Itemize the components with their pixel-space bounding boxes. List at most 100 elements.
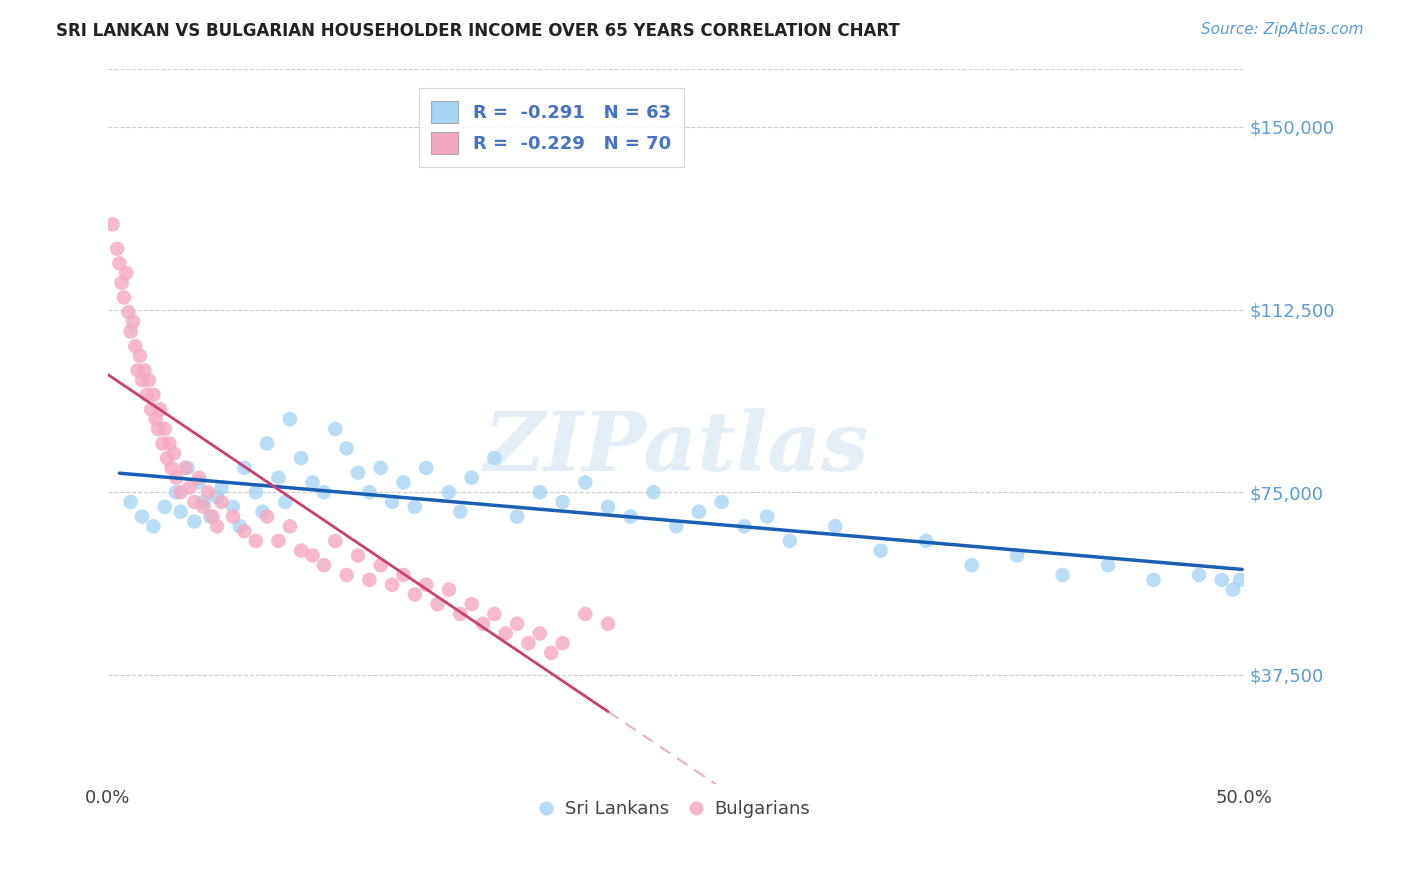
Point [517, 636, 540, 650]
Point [112, 290, 135, 304]
Point [506, 616, 529, 631]
Text: SRI LANKAN VS BULGARIAN HOUSEHOLDER INCOME OVER 65 YEARS CORRELATION CHART: SRI LANKAN VS BULGARIAN HOUSEHOLDER INCO… [56, 22, 900, 40]
Point [506, 509, 529, 524]
Point [122, 315, 145, 329]
Point [426, 597, 449, 611]
Point [183, 515, 205, 529]
Point [170, 485, 193, 500]
Point [756, 509, 779, 524]
Point [127, 363, 149, 377]
Point [323, 533, 346, 548]
Point [596, 616, 619, 631]
Point [252, 505, 274, 519]
Point [134, 363, 156, 377]
Point [472, 616, 495, 631]
Point [142, 388, 165, 402]
Point [336, 442, 359, 456]
Point [620, 509, 643, 524]
Point [495, 626, 517, 640]
Point [101, 218, 124, 232]
Point [205, 490, 228, 504]
Point [233, 461, 256, 475]
Point [120, 325, 142, 339]
Point [229, 519, 252, 533]
Point [153, 422, 176, 436]
Point [540, 646, 562, 660]
Point [267, 533, 290, 548]
Point [529, 485, 551, 500]
Point [165, 485, 187, 500]
Point [392, 475, 415, 490]
Point [449, 607, 471, 621]
Point [370, 461, 392, 475]
Point [312, 485, 335, 500]
Point [152, 436, 174, 450]
Point [1142, 573, 1164, 587]
Point [1211, 573, 1233, 587]
Point [211, 480, 233, 494]
Point [290, 451, 312, 466]
Point [146, 422, 169, 436]
Point [710, 495, 733, 509]
Point [278, 519, 301, 533]
Point [370, 558, 392, 573]
Point [415, 578, 437, 592]
Point [347, 549, 370, 563]
Point [347, 466, 370, 480]
Point [233, 524, 256, 538]
Point [437, 582, 460, 597]
Text: Source: ZipAtlas.com: Source: ZipAtlas.com [1201, 22, 1364, 37]
Point [392, 568, 415, 582]
Point [131, 509, 153, 524]
Point [245, 533, 267, 548]
Point [574, 475, 596, 490]
Point [200, 509, 222, 524]
Point [183, 495, 205, 509]
Point [733, 519, 755, 533]
Point [211, 495, 233, 509]
Point [824, 519, 846, 533]
Point [596, 500, 619, 514]
Point [256, 509, 278, 524]
Point [124, 339, 146, 353]
Point [108, 256, 131, 270]
Point [779, 533, 801, 548]
Point [665, 519, 688, 533]
Point [149, 402, 172, 417]
Point [336, 568, 359, 582]
Point [323, 422, 346, 436]
Point [131, 373, 153, 387]
Point [163, 446, 186, 460]
Point [135, 388, 157, 402]
Point [115, 266, 138, 280]
Point [117, 305, 139, 319]
Point [460, 470, 482, 484]
Point [869, 543, 891, 558]
Point [574, 607, 596, 621]
Point [222, 500, 245, 514]
Point [529, 626, 551, 640]
Point [381, 495, 404, 509]
Point [301, 549, 323, 563]
Point [460, 597, 482, 611]
Point [484, 451, 506, 466]
Point [170, 505, 193, 519]
Point [138, 373, 160, 387]
Point [120, 495, 142, 509]
Point [105, 242, 128, 256]
Point [1052, 568, 1074, 582]
Point [1229, 573, 1251, 587]
Point [415, 461, 437, 475]
Point [301, 475, 323, 490]
Point [1005, 549, 1028, 563]
Point [156, 451, 179, 466]
Point [145, 412, 167, 426]
Point [643, 485, 665, 500]
Point [193, 495, 215, 509]
Point [193, 500, 215, 514]
Point [111, 276, 134, 290]
Point [381, 578, 404, 592]
Point [179, 480, 201, 494]
Point [187, 470, 209, 484]
Point [449, 505, 471, 519]
